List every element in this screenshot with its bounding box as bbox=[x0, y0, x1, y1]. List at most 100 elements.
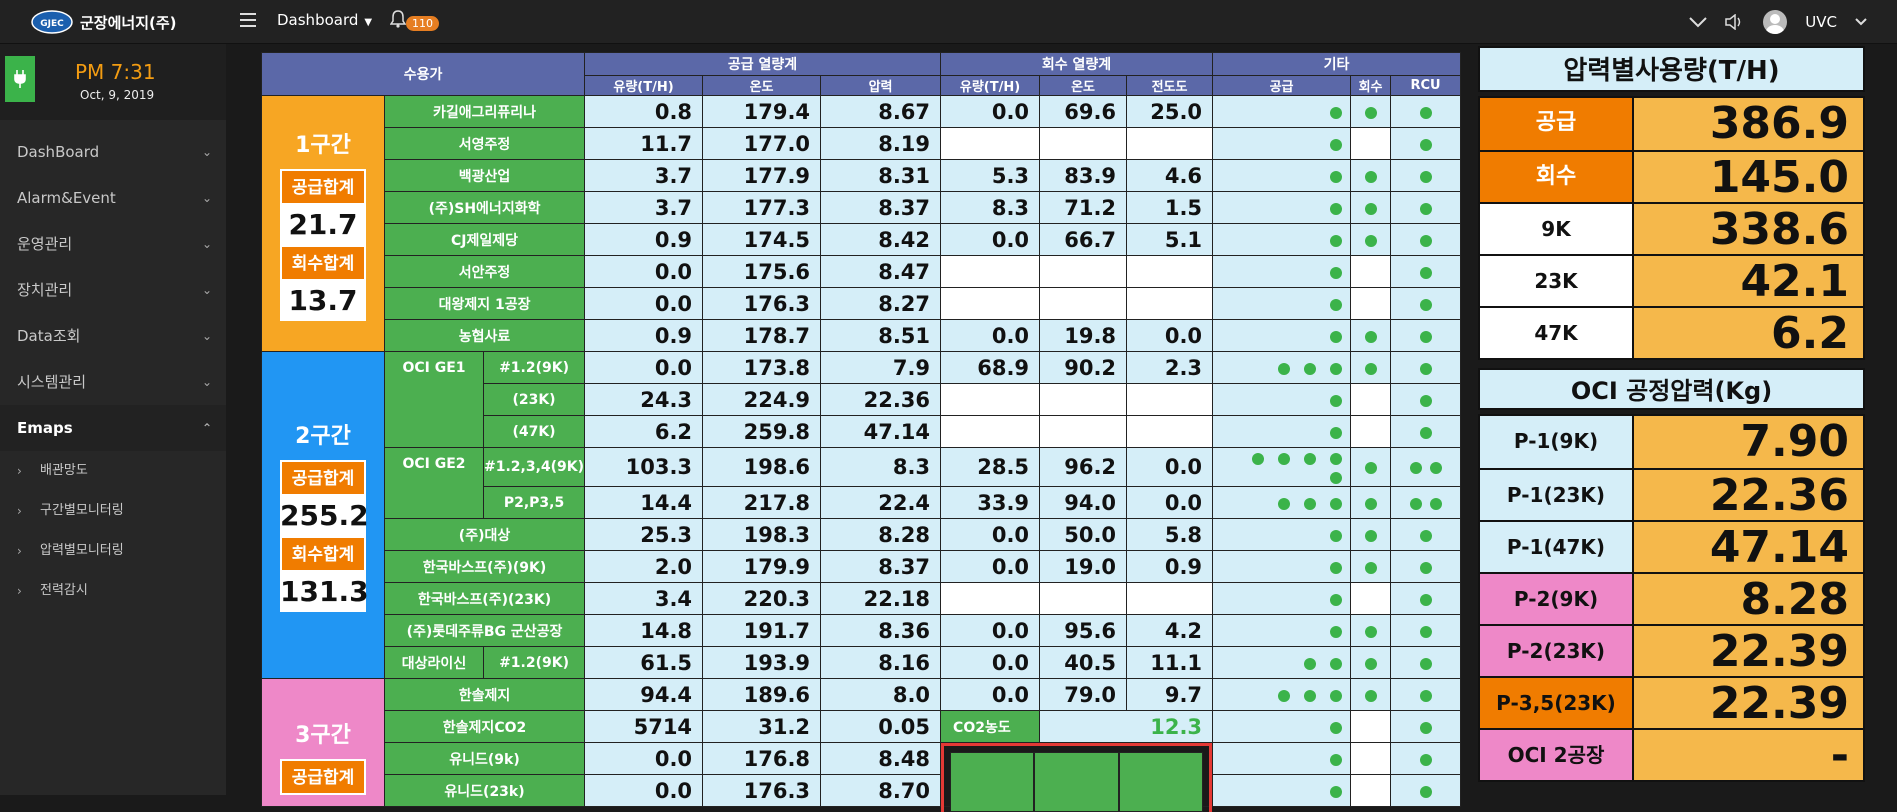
customer-group-oci-ge1[interactable]: OCI GE1 bbox=[384, 351, 484, 448]
zone3-summary: 3구간 공급합계 bbox=[261, 678, 385, 807]
customer-name[interactable]: 카길애그리퓨리나 bbox=[383, 95, 586, 128]
status-dot-icon bbox=[1419, 689, 1432, 702]
temp-value: 224.9 bbox=[702, 383, 822, 416]
row-value: 8.28 bbox=[1634, 574, 1863, 625]
customer-name[interactable]: 유니드(9k) bbox=[383, 742, 586, 775]
return-status bbox=[1350, 774, 1392, 807]
customer-name[interactable]: 한솔제지CO2 bbox=[383, 710, 586, 743]
rcu-status bbox=[1390, 742, 1462, 775]
customer-subline[interactable]: #1.2,3,4(9K) bbox=[482, 447, 586, 487]
pressure-value: 8.0 bbox=[820, 678, 942, 711]
rcu-status bbox=[1390, 255, 1462, 288]
rcu-status bbox=[1390, 127, 1462, 160]
sidebar-item-alarm-event[interactable]: Alarm&Event ⌄ bbox=[0, 175, 226, 221]
flow-value: 14.4 bbox=[584, 486, 704, 519]
app-title: 군장에너지(주) bbox=[80, 13, 177, 32]
temp-value: 177.3 bbox=[702, 191, 822, 224]
return-status bbox=[1350, 127, 1392, 160]
return-flow-value: 68.9 bbox=[940, 351, 1041, 384]
header-return-meter: 회수 열량계 bbox=[940, 52, 1214, 76]
customer-name[interactable]: (주)대상 bbox=[383, 518, 586, 551]
customer-name[interactable]: 한국바스프(주)(9K) bbox=[383, 550, 586, 583]
chevron-up-icon: ⌃ bbox=[201, 421, 212, 435]
sidebar-subitem-zone-monitoring[interactable]: › 구간별모니터링 bbox=[0, 491, 226, 531]
pressure-value: 8.70 bbox=[820, 774, 942, 807]
sidebar-item-device[interactable]: 장치관리 ⌄ bbox=[0, 267, 226, 313]
conductivity-value: 25.0 bbox=[1126, 95, 1214, 128]
header-temp: 온도 bbox=[702, 75, 822, 96]
customer-name[interactable]: (주)SH에너지화학 bbox=[383, 191, 586, 224]
temp-value: 176.3 bbox=[702, 774, 822, 807]
customer-subline[interactable]: (23K) bbox=[482, 383, 586, 416]
return-flow-empty bbox=[940, 582, 1041, 615]
customer-name[interactable]: 한국바스프(주)(23K) bbox=[383, 582, 586, 615]
customer-name[interactable]: 대상라이신 bbox=[384, 646, 484, 679]
table-row: 1구간 공급합계 21.7 회수합계 13.7 카길애그리퓨리나 0.8 179… bbox=[261, 95, 1462, 352]
header-etc: 기타 bbox=[1212, 52, 1462, 76]
rcu-status bbox=[1390, 774, 1462, 807]
sidebar-item-emaps[interactable]: Emaps ⌃ bbox=[0, 405, 226, 451]
rcu-status bbox=[1390, 518, 1462, 551]
chevron-down-icon[interactable] bbox=[1689, 16, 1707, 28]
user-avatar[interactable] bbox=[1763, 10, 1788, 34]
customer-name[interactable]: 서영주정 bbox=[383, 127, 586, 160]
customer-name[interactable]: 농협사료 bbox=[383, 319, 586, 352]
table-row: 2구간 공급합계 255.2 회수합계 131.3 OCI GE1 #1.2(9… bbox=[261, 351, 1462, 679]
status-dot-icon bbox=[1419, 753, 1432, 766]
row-value: 386.9 bbox=[1634, 98, 1863, 150]
sidebar-item-data-query[interactable]: Data조회 ⌄ bbox=[0, 313, 226, 359]
pressure-value: 8.3 bbox=[820, 447, 942, 487]
sidebar-item-label: 운영관리 bbox=[17, 235, 73, 253]
return-temp-value: 19.0 bbox=[1039, 550, 1128, 583]
sidebar-item-dashboard[interactable]: DashBoard ⌄ bbox=[0, 129, 226, 175]
supply-status bbox=[1212, 518, 1352, 551]
temp-value: 177.0 bbox=[702, 127, 822, 160]
zone-title: 3구간 bbox=[295, 723, 351, 748]
pressure-value: 8.48 bbox=[820, 742, 942, 775]
customer-subline[interactable]: #1.2(9K) bbox=[482, 646, 586, 679]
status-dot-icon bbox=[1419, 202, 1432, 215]
user-name[interactable]: UVC bbox=[1805, 13, 1837, 31]
sidebar-subitem-power-monitoring[interactable]: › 전력감시 bbox=[0, 571, 226, 611]
app-logo[interactable]: GJEC 군장에너지(주) bbox=[30, 8, 177, 36]
chevron-down-icon[interactable] bbox=[1855, 18, 1867, 26]
temp-value: 198.6 bbox=[702, 447, 822, 487]
return-status bbox=[1350, 742, 1392, 775]
row-label: P-3,5(23K) bbox=[1480, 678, 1634, 728]
customer-group-oci-ge2[interactable]: OCI GE2 bbox=[384, 447, 484, 519]
flow-value: 24.3 bbox=[584, 383, 704, 416]
clock-time: PM 7:31 bbox=[75, 60, 156, 84]
return-temp-empty bbox=[1039, 582, 1128, 615]
menu-toggle-icon[interactable] bbox=[240, 13, 256, 27]
sidebar-subitem-pipe-network[interactable]: › 배관망도 bbox=[0, 451, 226, 491]
sidebar-item-system[interactable]: 시스템관리 ⌄ bbox=[0, 359, 226, 405]
customer-subline[interactable]: #1.2(9K) bbox=[482, 351, 586, 384]
temp-value: 193.9 bbox=[702, 646, 822, 679]
customer-name[interactable]: 유니드(23k) bbox=[383, 774, 586, 807]
customer-subline[interactable]: P2,P3,5 bbox=[482, 486, 586, 519]
customer-name[interactable]: (주)롯데주류BG 군산공장 bbox=[383, 614, 586, 647]
conductivity-value: 2.3 bbox=[1126, 351, 1214, 384]
pressure-value: 8.37 bbox=[820, 191, 942, 224]
bell-icon[interactable] bbox=[390, 10, 406, 28]
zone2-summary: 2구간 공급합계 255.2 회수합계 131.3 bbox=[261, 351, 385, 679]
table-row: 한국바스프(주)(23K) 3.4 220.3 22.18 bbox=[262, 582, 1462, 615]
return-temp-value: 79.0 bbox=[1039, 678, 1128, 711]
pressure-value: 8.67 bbox=[820, 95, 942, 128]
dashboard-dropdown[interactable]: Dashboard ▼ bbox=[277, 11, 372, 29]
customer-name[interactable]: 서안주정 bbox=[383, 255, 586, 288]
sidebar-item-operation[interactable]: 운영관리 ⌄ bbox=[0, 221, 226, 267]
return-temp-value: 94.0 bbox=[1039, 486, 1128, 519]
customer-subline[interactable]: (47K) bbox=[482, 415, 586, 448]
customer-name[interactable]: 한솔제지 bbox=[383, 678, 586, 711]
volume-icon[interactable] bbox=[1725, 14, 1745, 30]
zone1-summary: 1구간 공급합계 21.7 회수합계 13.7 bbox=[261, 95, 385, 352]
customer-name[interactable]: 대왕제지 1공장 bbox=[383, 287, 586, 320]
supply-status bbox=[1212, 351, 1352, 384]
customer-name[interactable]: CJ제일제당 bbox=[383, 223, 586, 256]
sidebar-subitem-pressure-monitoring[interactable]: › 압력별모니터링 bbox=[0, 531, 226, 571]
flow-value: 6.2 bbox=[584, 415, 704, 448]
customer-name[interactable]: 백광산업 bbox=[383, 159, 586, 192]
pressure-value: 8.27 bbox=[820, 287, 942, 320]
return-temp-value: 40.5 bbox=[1039, 646, 1128, 679]
